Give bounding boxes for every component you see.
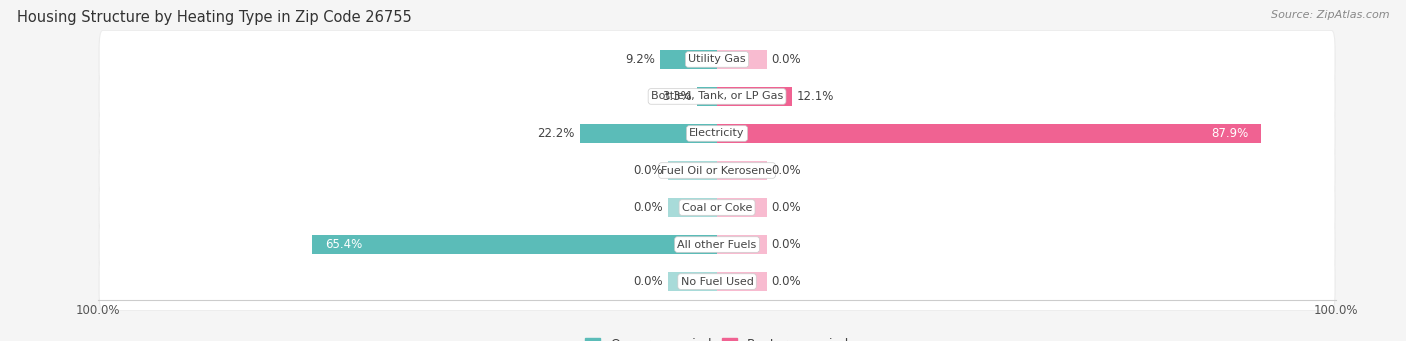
FancyBboxPatch shape bbox=[100, 68, 1334, 125]
Bar bbox=[668, 272, 717, 291]
Text: 65.4%: 65.4% bbox=[325, 238, 363, 251]
Bar bbox=[696, 87, 717, 106]
Bar bbox=[717, 272, 766, 291]
Text: Utility Gas: Utility Gas bbox=[689, 55, 745, 64]
FancyBboxPatch shape bbox=[98, 178, 1336, 237]
Bar bbox=[668, 198, 717, 217]
Text: 22.2%: 22.2% bbox=[537, 127, 575, 140]
Bar bbox=[312, 235, 717, 254]
FancyBboxPatch shape bbox=[98, 30, 1336, 89]
Bar bbox=[717, 235, 766, 254]
Legend: Owner-occupied, Renter-occupied: Owner-occupied, Renter-occupied bbox=[585, 338, 849, 341]
Text: 9.2%: 9.2% bbox=[626, 53, 655, 66]
Text: 12.1%: 12.1% bbox=[797, 90, 834, 103]
Text: Source: ZipAtlas.com: Source: ZipAtlas.com bbox=[1271, 10, 1389, 20]
Text: 0.0%: 0.0% bbox=[633, 275, 662, 288]
Text: Coal or Coke: Coal or Coke bbox=[682, 203, 752, 212]
Bar bbox=[661, 50, 717, 69]
FancyBboxPatch shape bbox=[100, 179, 1334, 236]
Text: 0.0%: 0.0% bbox=[772, 201, 801, 214]
Bar bbox=[579, 124, 717, 143]
Bar bbox=[717, 50, 766, 69]
FancyBboxPatch shape bbox=[100, 31, 1334, 88]
Bar bbox=[668, 161, 717, 180]
Bar bbox=[717, 161, 766, 180]
Text: Electricity: Electricity bbox=[689, 129, 745, 138]
FancyBboxPatch shape bbox=[100, 216, 1334, 273]
FancyBboxPatch shape bbox=[100, 105, 1334, 162]
Bar bbox=[717, 124, 1261, 143]
Text: 0.0%: 0.0% bbox=[772, 238, 801, 251]
FancyBboxPatch shape bbox=[98, 141, 1336, 200]
FancyBboxPatch shape bbox=[98, 104, 1336, 163]
Text: 0.0%: 0.0% bbox=[772, 53, 801, 66]
Text: All other Fuels: All other Fuels bbox=[678, 239, 756, 250]
Text: 3.3%: 3.3% bbox=[662, 90, 692, 103]
FancyBboxPatch shape bbox=[98, 215, 1336, 274]
Text: No Fuel Used: No Fuel Used bbox=[681, 277, 754, 286]
Text: 0.0%: 0.0% bbox=[633, 164, 662, 177]
Bar bbox=[717, 87, 792, 106]
FancyBboxPatch shape bbox=[98, 67, 1336, 126]
Text: 0.0%: 0.0% bbox=[772, 164, 801, 177]
Text: 0.0%: 0.0% bbox=[633, 201, 662, 214]
Text: 87.9%: 87.9% bbox=[1211, 127, 1249, 140]
Bar bbox=[717, 198, 766, 217]
FancyBboxPatch shape bbox=[98, 252, 1336, 311]
FancyBboxPatch shape bbox=[100, 142, 1334, 199]
FancyBboxPatch shape bbox=[100, 253, 1334, 310]
Text: Bottled, Tank, or LP Gas: Bottled, Tank, or LP Gas bbox=[651, 91, 783, 102]
Text: Housing Structure by Heating Type in Zip Code 26755: Housing Structure by Heating Type in Zip… bbox=[17, 10, 412, 25]
Text: 0.0%: 0.0% bbox=[772, 275, 801, 288]
Text: Fuel Oil or Kerosene: Fuel Oil or Kerosene bbox=[661, 165, 773, 176]
